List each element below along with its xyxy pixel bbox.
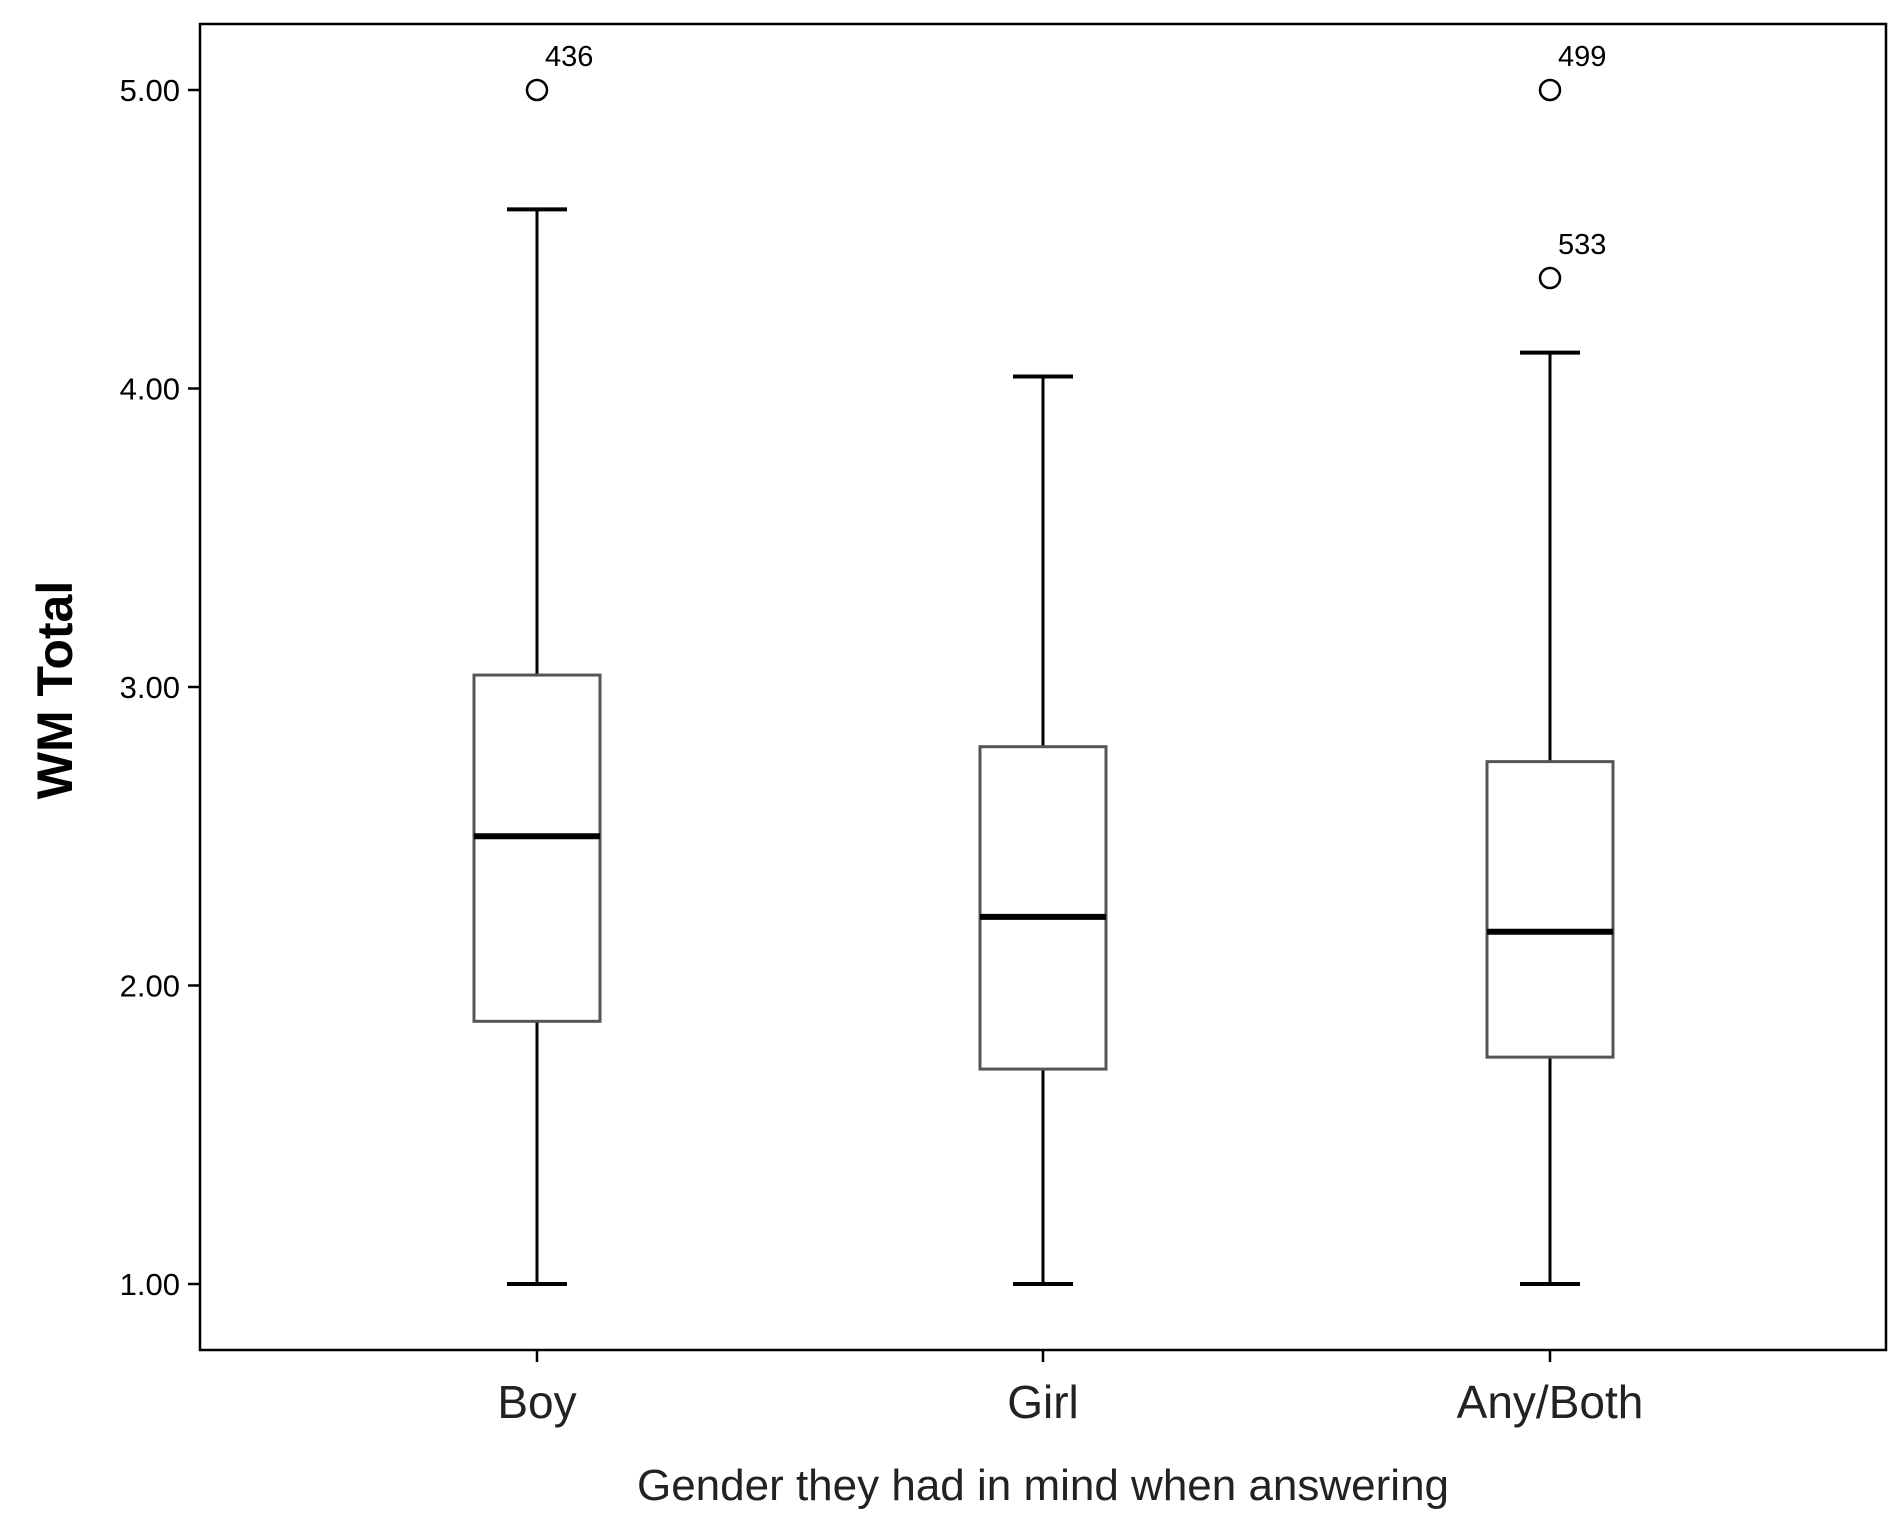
box-boy: 436 <box>472 41 602 1286</box>
x-axis: Boy Girl Any/Both <box>497 1350 1643 1428</box>
y-tick-label: 2.00 <box>120 969 180 1004</box>
outlier-label: 533 <box>1558 229 1606 261</box>
box-any-both: 499 533 <box>1485 41 1615 1286</box>
outlier-point <box>525 78 549 102</box>
box-series: 436 499 533 <box>472 41 1615 1286</box>
y-tick-label: 3.00 <box>120 670 180 705</box>
y-axis-label: WM Total <box>27 581 83 799</box>
outlier-label: 436 <box>545 41 593 73</box>
iqr-box <box>1485 760 1615 1059</box>
y-tick-label: 1.00 <box>120 1267 180 1302</box>
outlier-point <box>1538 266 1562 290</box>
iqr-box <box>978 745 1108 1071</box>
x-axis-label: Gender they had in mind when answering <box>637 1461 1449 1510</box>
x-tick-label: Girl <box>1007 1376 1079 1428</box>
outlier-point <box>1538 78 1562 102</box>
y-tick-label: 5.00 <box>120 73 180 108</box>
outlier-label: 499 <box>1558 41 1606 73</box>
x-tick-label: Any/Both <box>1457 1376 1644 1428</box>
y-axis: 1.00 2.00 3.00 4.00 5.00 <box>120 73 200 1302</box>
y-tick-label: 4.00 <box>120 372 180 407</box>
iqr-box <box>472 673 602 1023</box>
x-tick-label: Boy <box>497 1376 576 1428</box>
box-girl <box>978 374 1108 1286</box>
